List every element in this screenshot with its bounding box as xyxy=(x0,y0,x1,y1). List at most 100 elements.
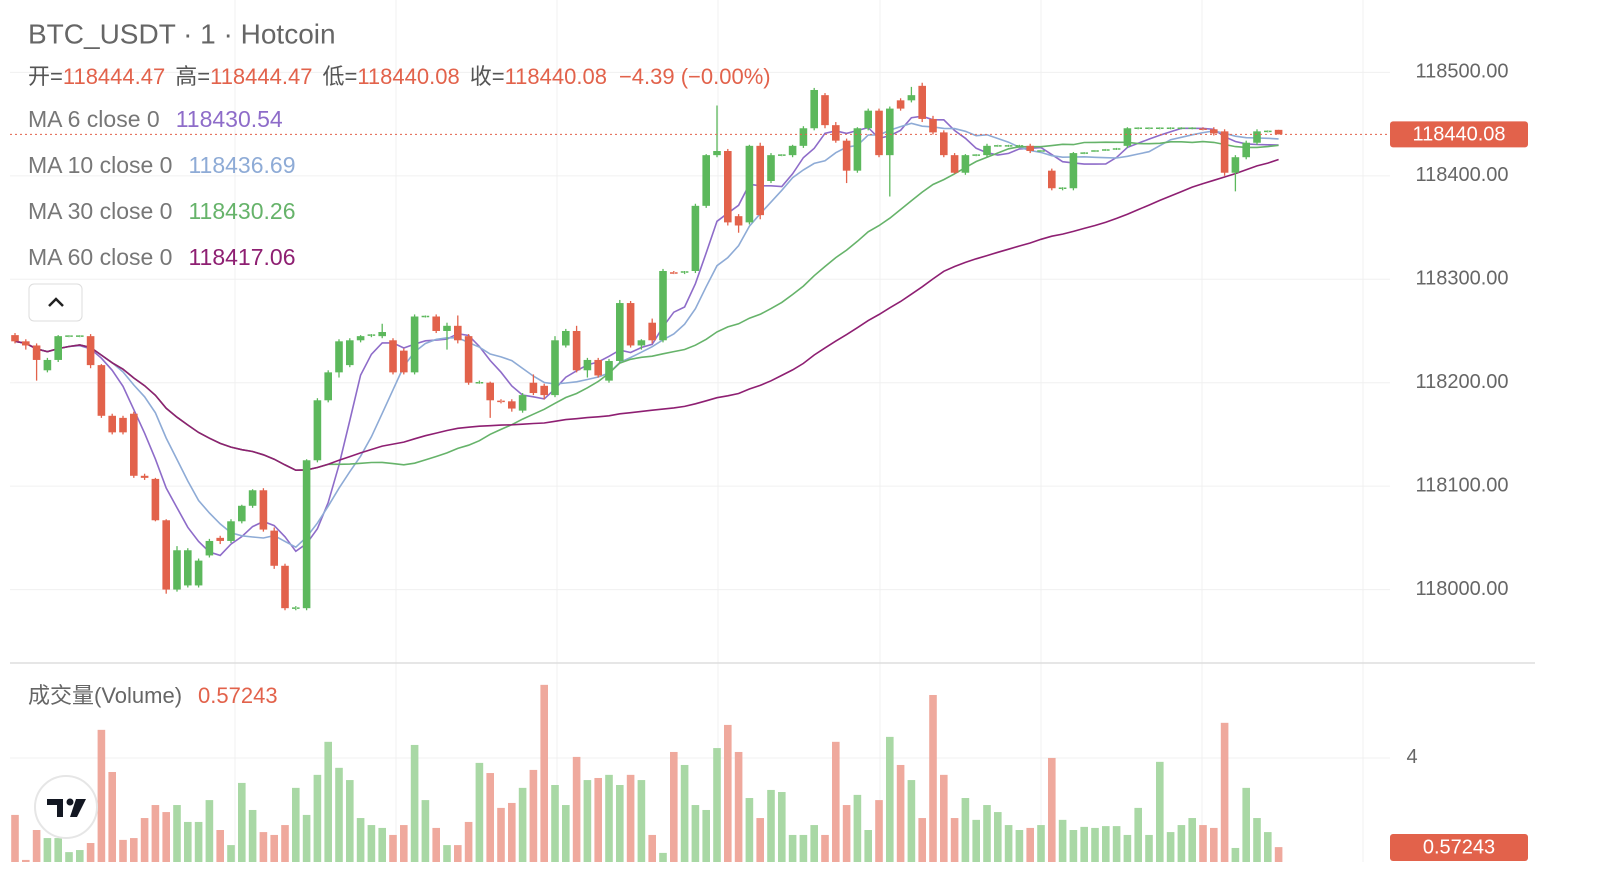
volume-bar xyxy=(11,814,19,862)
ohlc-legend: 开=118444.47 高=118444.47 低=118440.08 收=11844… xyxy=(28,64,771,89)
tradingview-logo[interactable] xyxy=(34,775,98,839)
volume-legend-part: 0.57243 xyxy=(198,683,278,708)
volume-bar xyxy=(594,777,602,862)
chevron-up-icon xyxy=(48,297,64,307)
volume-bar xyxy=(1231,847,1240,862)
volume-bar xyxy=(454,845,462,862)
volume-bar xyxy=(562,805,570,862)
last-price-tag xyxy=(1390,121,1528,148)
collapse-button[interactable] xyxy=(28,283,83,322)
volume-bar xyxy=(972,819,980,862)
ohlc-legend-part: 收= xyxy=(470,64,505,89)
volume-bar xyxy=(572,756,581,862)
volume-bar xyxy=(864,830,872,862)
volume-bar xyxy=(832,741,840,862)
candle-body xyxy=(551,340,559,396)
volume-bar xyxy=(486,773,494,862)
volume-bar xyxy=(443,845,451,862)
volume-bar xyxy=(1048,757,1056,862)
volume-bar xyxy=(119,839,127,862)
ma-legend-part: 118430.54 xyxy=(176,106,283,132)
candle-body xyxy=(1253,131,1261,143)
volume-bar xyxy=(248,809,257,862)
volume-bar xyxy=(1069,830,1078,862)
volume-bar xyxy=(302,814,311,862)
volume-bar xyxy=(810,825,818,862)
ohlc-legend-part: 开= xyxy=(28,64,63,89)
volume-bar xyxy=(713,748,721,862)
volume-bar xyxy=(54,838,62,862)
volume-bar xyxy=(1188,818,1196,862)
volume-bar xyxy=(140,818,149,862)
candle-body xyxy=(378,332,386,337)
volume-bar xyxy=(1210,827,1218,862)
volume-bar xyxy=(346,780,354,862)
volume-bar xyxy=(994,812,1002,862)
volume-bar xyxy=(356,818,365,862)
volume-bar xyxy=(702,809,710,862)
candle-body xyxy=(432,316,440,331)
volume-bar xyxy=(173,805,181,862)
volume-bar xyxy=(788,834,797,862)
ma-legend-part: MA 6 close 0 xyxy=(28,106,160,132)
ohlc-legend-part: 低= xyxy=(322,64,357,89)
candle-body xyxy=(324,372,332,401)
volume-bar xyxy=(907,780,916,862)
vertical-grid xyxy=(234,0,1364,862)
candle-body xyxy=(11,335,19,342)
candle-body xyxy=(270,530,278,566)
ma-line xyxy=(14,122,1279,549)
volume-legend-part: 成交量(Volume) xyxy=(28,683,182,708)
logo-circle[interactable] xyxy=(34,775,98,839)
candle-body xyxy=(940,132,948,156)
volume-bar xyxy=(389,834,397,862)
candle-body xyxy=(443,325,451,331)
volume-bar xyxy=(270,834,278,862)
volume-bar xyxy=(378,827,386,862)
ma-legend: MA 30 close 0 118430.26 xyxy=(28,198,295,224)
button-frame[interactable] xyxy=(28,283,83,322)
candle-body xyxy=(864,110,872,129)
candle-body xyxy=(907,95,916,101)
volume-bar xyxy=(1145,834,1153,862)
volume-bar xyxy=(1058,819,1067,862)
volume-bar xyxy=(1102,826,1110,862)
candle-body xyxy=(832,125,840,141)
volume-bar xyxy=(313,774,322,862)
candle-body xyxy=(745,145,754,223)
ohlc-legend-part: −4.39 (−0.00%) xyxy=(619,64,771,89)
candle-body xyxy=(799,128,808,146)
candle-body xyxy=(724,151,732,223)
candle-body xyxy=(302,460,311,609)
ohlc-legend-part: 118440.08 xyxy=(357,64,459,89)
volume-bar xyxy=(410,744,419,862)
volume-bar xyxy=(1199,825,1207,862)
volume-bar xyxy=(43,838,52,862)
candle-body xyxy=(194,560,203,586)
volume-bar xyxy=(691,805,700,862)
volume-bar xyxy=(616,785,624,862)
ma-line xyxy=(14,158,1279,472)
candle-body xyxy=(637,340,646,346)
volume-bar xyxy=(1177,825,1186,862)
volume-bar xyxy=(1026,827,1034,862)
volume-bar xyxy=(659,852,667,862)
candle-body xyxy=(389,340,397,373)
volume-bar xyxy=(1123,834,1132,862)
candle-body xyxy=(184,550,192,586)
volume-legend: 成交量(Volume) 0.57243 xyxy=(28,683,278,708)
volume-bar xyxy=(162,812,170,862)
candle-body xyxy=(356,336,365,341)
volume-bar xyxy=(842,805,851,862)
volume-bar xyxy=(583,780,592,862)
ma-legend: MA 10 close 0 118436.69 xyxy=(28,152,295,178)
volume-bar xyxy=(1004,825,1013,862)
candle-body xyxy=(216,537,224,541)
candle-body xyxy=(97,365,106,416)
candle-body xyxy=(1242,142,1250,158)
candle-body xyxy=(1220,131,1229,173)
candle-body xyxy=(22,341,30,346)
volume-bar xyxy=(1166,832,1175,862)
volume-bar xyxy=(421,800,430,862)
volume-tick-label: 4 xyxy=(1406,746,1417,768)
